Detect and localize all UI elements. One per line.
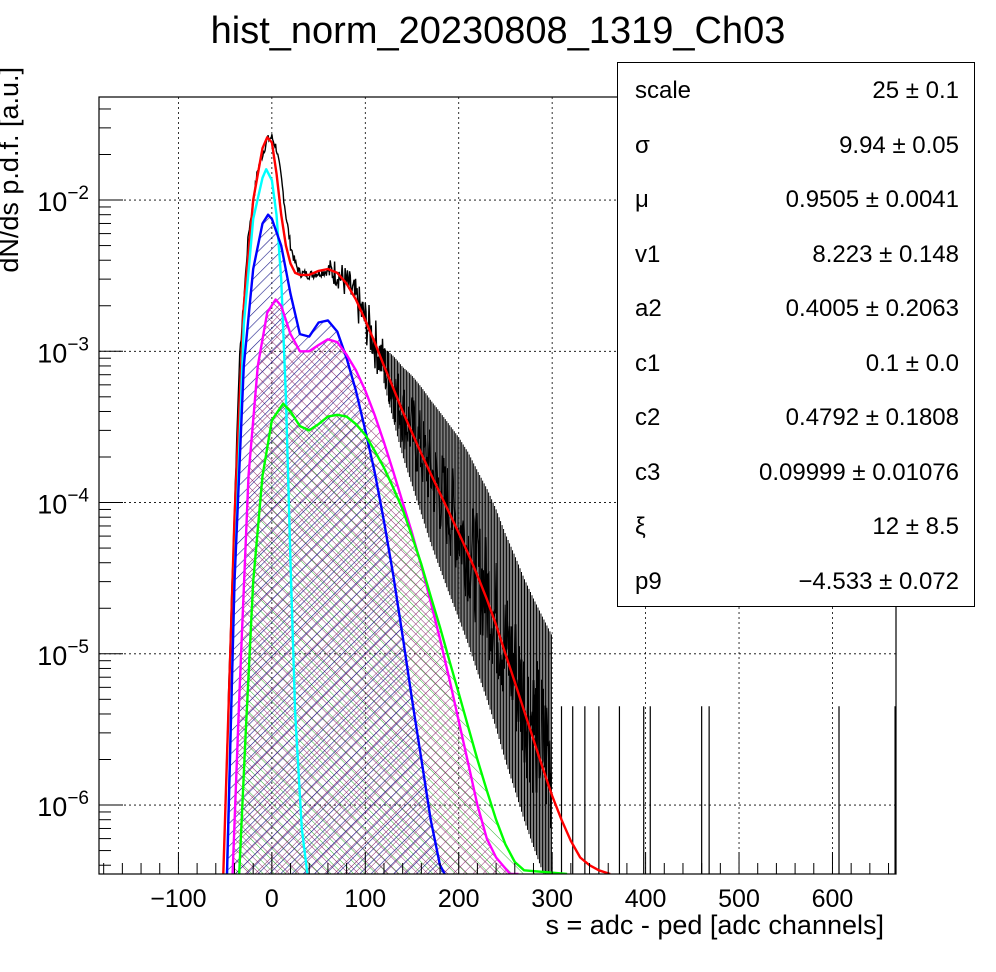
y-tick-label: 10−3 xyxy=(37,334,89,368)
stat-param-value: 9.94 ± 0.05 xyxy=(839,131,959,159)
x-axis-label: s = adc - ped [adc channels] xyxy=(545,910,884,940)
y-tick-label: 10−5 xyxy=(37,637,89,671)
stat-param-name: p9 xyxy=(635,567,662,595)
stat-row: a2 0.4005 ± 0.2063 xyxy=(618,281,976,335)
stat-row: ξ 12 ± 8.5 xyxy=(618,499,976,553)
stat-param-value: 0.09999 ± 0.01076 xyxy=(758,458,959,486)
y-axis-label: dN/ds p.d.f. [a.u.] xyxy=(0,67,24,273)
stat-param-value: 0.9505 ± 0.0041 xyxy=(785,186,959,213)
stat-param-value: 8.223 ± 0.148 xyxy=(812,240,959,268)
stat-param-name: σ xyxy=(635,131,650,159)
x-tick-label: −100 xyxy=(150,885,206,913)
stat-param-name: μ xyxy=(635,186,649,213)
stat-param-name: v1 xyxy=(635,240,661,268)
fit-curve-0 xyxy=(222,136,611,874)
stat-param-name: c3 xyxy=(635,458,661,486)
y-tick-label: 10−2 xyxy=(37,183,89,217)
stat-param-name: a2 xyxy=(635,295,662,322)
stat-row: c1 0.1 ± 0.0 xyxy=(618,336,976,390)
x-tick-label: 400 xyxy=(625,885,667,913)
x-tick-label: 0 xyxy=(265,885,279,913)
x-axis: −100 0 100 200 300 400 500 600 xyxy=(103,852,890,913)
fit-fills xyxy=(227,214,568,874)
y-axis: 10−2 10−3 10−4 10−5 10−6 xyxy=(37,108,123,866)
chart-title: hist_norm_20230808_1319_Ch03 xyxy=(210,10,786,52)
x-tick-label: 200 xyxy=(438,885,480,913)
stat-param-name: scale xyxy=(635,77,692,104)
x-tick-label: 300 xyxy=(531,885,573,913)
y-tick-label: 10−6 xyxy=(37,788,89,822)
stat-param-value: −4.533 ± 0.072 xyxy=(798,567,959,595)
fit-curve-4 xyxy=(238,402,568,874)
x-tick-label: 600 xyxy=(812,885,854,913)
stat-row: σ 9.94 ± 0.05 xyxy=(618,118,976,172)
stat-row: μ 0.9505 ± 0.0041 xyxy=(618,172,976,226)
stat-param-value: 0.4792 ± 0.1808 xyxy=(785,404,959,431)
fit-curve-3 xyxy=(231,298,519,874)
fit-curve-2 xyxy=(225,213,446,874)
x-tick-label: 500 xyxy=(718,885,760,913)
fit-stats-box: scale 25 ± 0.1 σ 9.94 ± 0.05 μ 0.9505 ± 0.004… xyxy=(617,62,975,607)
stat-param-value: 0.1 ± 0.0 xyxy=(865,349,959,377)
fit-fill-area xyxy=(227,214,445,874)
stat-param-value: 0.4005 ± 0.2063 xyxy=(785,295,959,322)
stat-row: c2 0.4792 ± 0.1808 xyxy=(618,390,976,444)
fit-curves xyxy=(222,136,611,874)
stat-param-value: 12 ± 8.5 xyxy=(872,513,959,540)
fit-curve-1 xyxy=(225,168,309,874)
stat-row: scale 25 ± 0.1 xyxy=(618,63,976,117)
stat-param-name: c2 xyxy=(635,404,661,431)
x-tick-label: 100 xyxy=(344,885,386,913)
stat-param-name: c1 xyxy=(635,349,661,377)
y-tick-label: 10−4 xyxy=(37,486,89,520)
stat-row: v1 8.223 ± 0.148 xyxy=(618,227,976,281)
stat-row: c3 0.09999 ± 0.01076 xyxy=(618,445,976,499)
stat-row: p9 −4.533 ± 0.072 xyxy=(618,554,976,608)
stat-param-value: 25 ± 0.1 xyxy=(872,77,959,104)
stat-param-name: ξ xyxy=(635,513,646,540)
